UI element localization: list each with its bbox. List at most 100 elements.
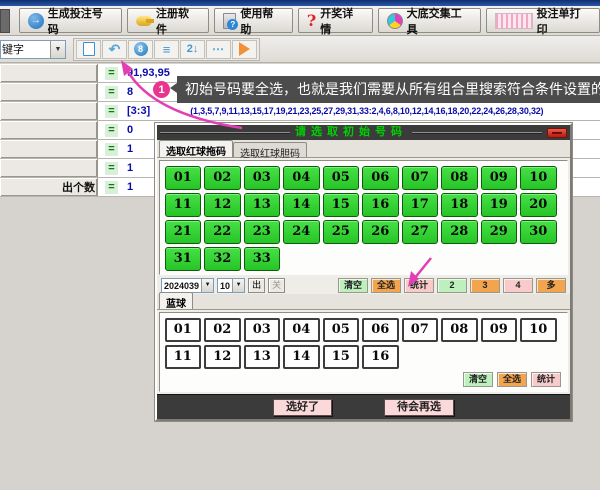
blue-ball[interactable]: 16 <box>362 344 399 369</box>
condition-value[interactable]: 0 <box>127 124 134 136</box>
intersection-tool-button[interactable]: 大底交集工具 <box>377 8 481 36</box>
condition-value[interactable]: 1 <box>127 143 134 155</box>
red-ball[interactable]: 08 <box>441 165 478 190</box>
condition-value[interactable]: 1 <box>127 162 134 174</box>
red-ball[interactable]: 05 <box>322 165 359 190</box>
dialog-title-bar[interactable]: 请选取初始号码 <box>157 125 570 140</box>
red-pick-2-button[interactable]: 2 <box>437 278 467 294</box>
blue-ball[interactable]: 10 <box>520 317 557 342</box>
blue-ball[interactable]: 06 <box>362 317 399 342</box>
red-ball[interactable]: 15 <box>322 192 359 217</box>
blue-ball[interactable]: 04 <box>283 317 320 342</box>
close-icon[interactable] <box>547 127 567 138</box>
run-button[interactable] <box>232 39 257 59</box>
condition-label[interactable]: 出个数 <box>0 178 98 196</box>
red-ball[interactable]: 12 <box>204 192 241 217</box>
blue-ball[interactable]: 08 <box>441 317 478 342</box>
red-ball[interactable]: 24 <box>283 219 320 244</box>
red-stats-button[interactable]: 统计 <box>404 278 434 294</box>
red-pick-3-button[interactable]: 3 <box>470 278 500 294</box>
red-ball[interactable]: 28 <box>441 219 478 244</box>
draw-details-button[interactable]: ? 开奖详情 <box>297 8 373 36</box>
red-ball[interactable]: 23 <box>243 219 280 244</box>
undo-button[interactable]: ↶ <box>102 39 127 59</box>
red-ball[interactable]: 18 <box>441 192 478 217</box>
print-ticket-button[interactable]: 投注单打印 <box>485 8 600 36</box>
help-button[interactable]: 使用帮助 <box>213 8 293 36</box>
red-ball[interactable]: 25 <box>322 219 359 244</box>
red-ball[interactable]: 01 <box>164 165 201 190</box>
red-ball[interactable]: 21 <box>164 219 201 244</box>
pick-balls-button[interactable]: 8 <box>128 39 153 59</box>
red-ball[interactable]: 26 <box>362 219 399 244</box>
blue-ball[interactable]: 03 <box>243 317 280 342</box>
condition-value[interactable]: [3:3] <box>127 105 151 117</box>
more-options-button[interactable]: ⋯ <box>206 39 231 59</box>
blue-ball[interactable]: 15 <box>322 344 359 369</box>
sort-button[interactable]: 2↓ <box>180 39 205 59</box>
red-pick-4-button[interactable]: 4 <box>503 278 533 294</box>
red-ball[interactable]: 11 <box>164 192 201 217</box>
chevron-down-icon[interactable]: ▼ <box>232 279 245 293</box>
blue-clear-button[interactable]: 清空 <box>463 372 493 388</box>
blue-stats-button[interactable]: 统计 <box>531 372 561 388</box>
blue-ball[interactable]: 01 <box>164 317 201 342</box>
generate-numbers-button[interactable]: → 生成投注号码 <box>18 8 123 36</box>
condition-label[interactable] <box>0 102 98 120</box>
red-ball[interactable]: 06 <box>362 165 399 190</box>
condition-value[interactable]: 8 <box>127 86 134 98</box>
blue-select-all-button[interactable]: 全选 <box>497 372 527 388</box>
red-ball[interactable]: 19 <box>480 192 517 217</box>
red-ball[interactable]: 09 <box>480 165 517 190</box>
condition-value[interactable]: 1 <box>127 181 134 193</box>
blue-ball[interactable]: 09 <box>480 317 517 342</box>
blue-ball[interactable]: 12 <box>204 344 241 369</box>
blue-ball[interactable]: 07 <box>401 317 438 342</box>
condition-label[interactable] <box>0 140 98 158</box>
red-ball[interactable]: 30 <box>520 219 557 244</box>
choose-later-button[interactable]: 待会再选 <box>384 398 454 416</box>
blue-ball[interactable]: 02 <box>204 317 241 342</box>
condition-label[interactable] <box>0 121 98 139</box>
red-ball[interactable]: 31 <box>164 246 201 271</box>
blue-ball[interactable]: 14 <box>283 344 320 369</box>
condition-label[interactable] <box>0 83 98 101</box>
red-ball[interactable]: 14 <box>283 192 320 217</box>
red-ball[interactable]: 04 <box>283 165 320 190</box>
red-ball[interactable]: 03 <box>243 165 280 190</box>
keyword-combobox[interactable]: 键字 ▼ <box>0 39 66 59</box>
blue-ball[interactable]: 11 <box>164 344 201 369</box>
tab-red-dan-codes[interactable]: 选取红球胆码 <box>233 142 307 160</box>
red-ball[interactable]: 10 <box>520 165 557 190</box>
period-combobox[interactable]: 2024039 ▼ <box>161 278 215 294</box>
blue-ball[interactable]: 05 <box>322 317 359 342</box>
red-select-all-button[interactable]: 全选 <box>371 278 401 294</box>
layers-button[interactable]: ≡ <box>154 39 179 59</box>
chevron-down-icon[interactable]: ▼ <box>50 40 65 58</box>
red-ball[interactable]: 13 <box>243 192 280 217</box>
red-ball[interactable]: 27 <box>401 219 438 244</box>
red-ball[interactable]: 29 <box>480 219 517 244</box>
red-ball[interactable]: 17 <box>401 192 438 217</box>
blue-ball[interactable]: 13 <box>243 344 280 369</box>
chevron-down-icon[interactable]: ▼ <box>201 279 214 293</box>
close-small-button[interactable]: 关 <box>268 278 286 294</box>
count-combobox[interactable]: 10 ▼ <box>217 278 246 294</box>
red-ball[interactable]: 20 <box>520 192 557 217</box>
red-pick-more-button[interactable]: 多 <box>536 278 566 294</box>
red-ball[interactable]: 07 <box>401 165 438 190</box>
clipped-toolbar-button[interactable] <box>0 8 10 33</box>
red-ball[interactable]: 33 <box>243 246 280 271</box>
tab-red-drag-codes[interactable]: 选取红球拖码 <box>159 140 233 158</box>
red-ball[interactable]: 02 <box>204 165 241 190</box>
condition-label[interactable] <box>0 64 98 82</box>
out-button[interactable]: 出 <box>248 278 266 294</box>
condition-label[interactable] <box>0 159 98 177</box>
red-ball[interactable]: 22 <box>204 219 241 244</box>
new-document-button[interactable] <box>76 39 101 59</box>
done-choosing-button[interactable]: 选好了 <box>273 398 332 416</box>
register-software-button[interactable]: 注册软件 <box>127 8 209 36</box>
red-ball[interactable]: 16 <box>362 192 399 217</box>
tab-blue-ball[interactable]: 蓝球 <box>159 292 193 310</box>
red-clear-button[interactable]: 清空 <box>338 278 368 294</box>
